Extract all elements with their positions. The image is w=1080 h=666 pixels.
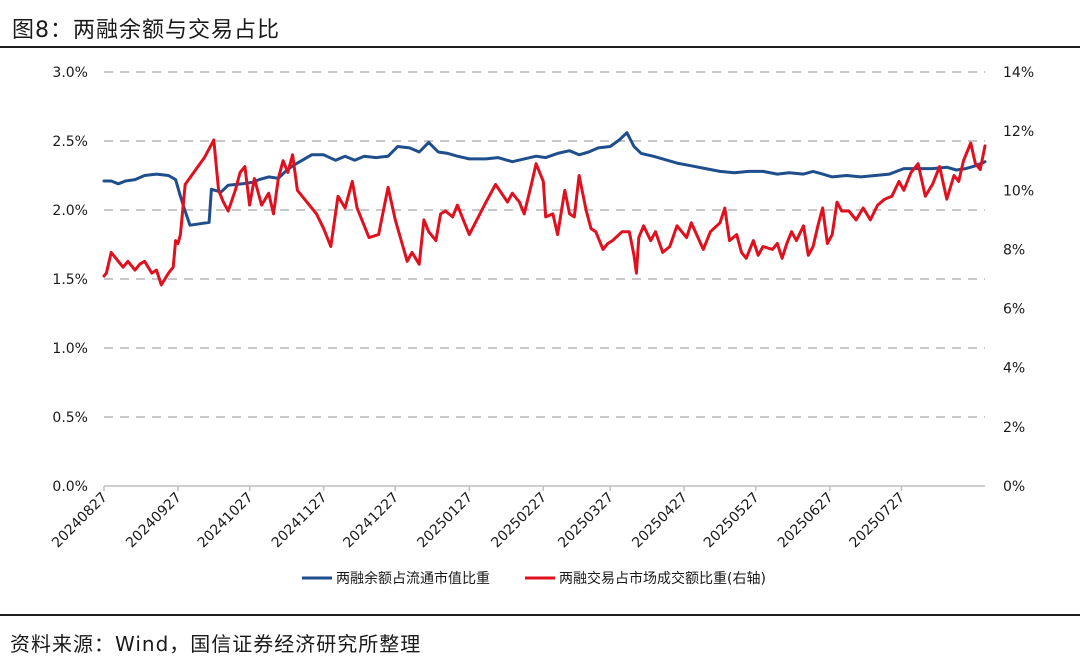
right-tick-label: 6% (1003, 302, 1025, 318)
right-tick-label: 0% (1003, 479, 1025, 495)
x-tick-label: 20241227 (340, 490, 402, 552)
series-line-margin-trading (102, 138, 987, 287)
legend-label: 两融余额占流通市值比重 (336, 570, 490, 587)
legend: 两融余额占流通市值比重 两融交易占市场成交额比重(右轴) (302, 570, 766, 587)
x-tick-label: 20250427 (629, 490, 691, 552)
x-tick-label: 20240927 (123, 490, 185, 552)
left-y-axis: 0.0% 0.5% 1.0% 1.5% 2.0% 2.5% 3.0% (52, 65, 88, 495)
right-tick-label: 14% (1003, 65, 1034, 81)
x-tick-label: 20250527 (701, 490, 763, 552)
x-tick-label: 20240827 (49, 490, 111, 552)
x-tick-label: 20250627 (775, 490, 837, 552)
right-tick-label: 8% (1003, 242, 1025, 258)
x-tick-label: 20250727 (847, 490, 909, 552)
right-tick-label: 10% (1003, 183, 1034, 199)
x-tick-label: 20250327 (555, 490, 617, 552)
bottom-rule (0, 614, 1080, 616)
right-tick-label: 4% (1003, 361, 1025, 377)
plot-area (102, 131, 987, 287)
left-tick-label: 1.5% (52, 272, 88, 288)
x-tick-label: 20241027 (195, 490, 257, 552)
left-tick-label: 2.5% (52, 134, 88, 150)
right-y-axis: 0% 2% 4% 6% 8% 10% 12% 14% (1003, 65, 1034, 495)
dual-axis-line-chart: 0.0% 0.5% 1.0% 1.5% 2.0% 2.5% 3.0% 0% 2% 4% 6% 8% 1… (49, 65, 1034, 587)
left-tick-label: 1.0% (52, 341, 88, 357)
x-axis: 20240827 20240927 20241027 20241127 20241227… (49, 485, 985, 552)
right-tick-label: 12% (1003, 124, 1034, 140)
source-note: 资料来源：Wind，国信证券经济研究所整理 (10, 632, 422, 656)
grid-lines (104, 71, 985, 418)
series-line-margin-balance (102, 131, 987, 227)
left-tick-label: 0.0% (52, 479, 88, 495)
top-rule (0, 46, 1080, 48)
x-tick-label: 20250227 (488, 490, 550, 552)
left-tick-label: 0.5% (52, 410, 88, 426)
figure-title: 图8：两融余额与交易占比 (12, 18, 280, 43)
legend-label: 两融交易占市场成交额比重(右轴) (559, 570, 766, 587)
x-tick-label: 20250127 (414, 490, 476, 552)
left-tick-label: 3.0% (52, 65, 88, 81)
left-tick-label: 2.0% (52, 203, 88, 219)
right-tick-label: 2% (1003, 420, 1025, 436)
x-tick-label: 20241127 (269, 490, 331, 552)
